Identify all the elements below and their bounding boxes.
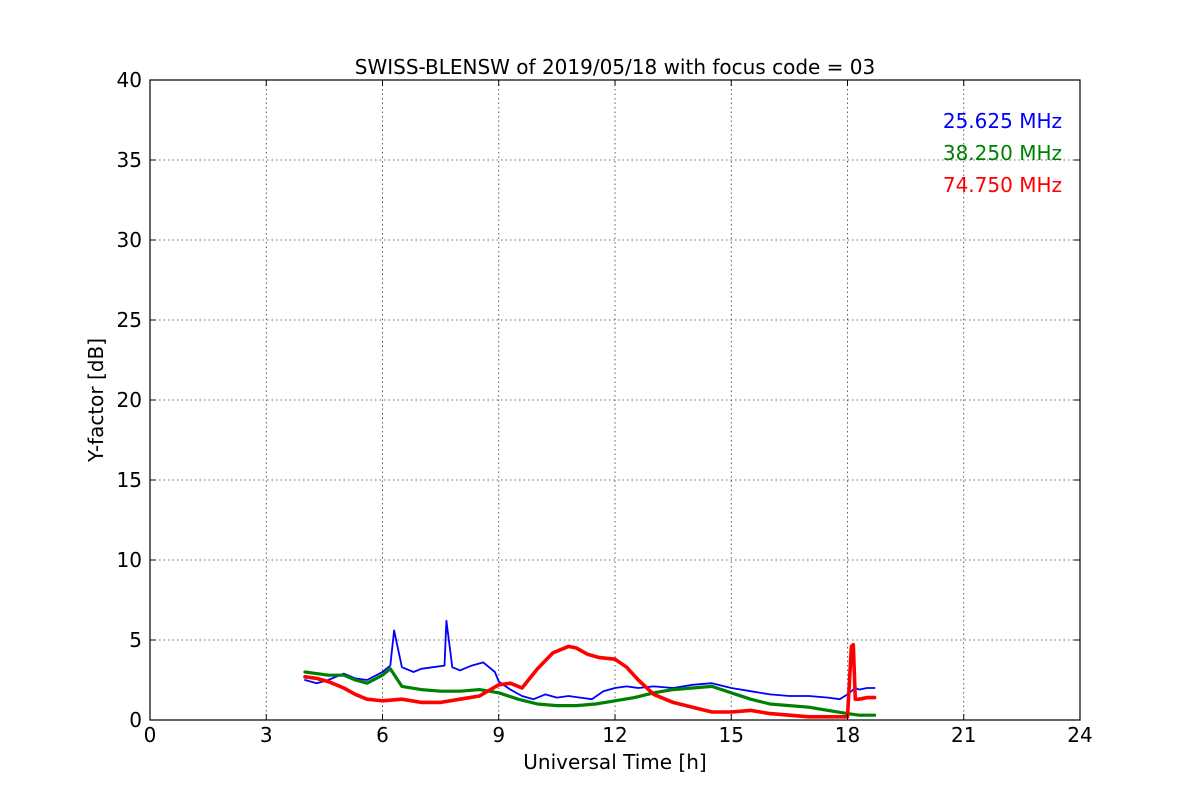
y-tick-label: 5 xyxy=(129,628,142,652)
x-tick-label: 6 xyxy=(376,723,389,747)
y-axis-label: Y-factor [dB] xyxy=(84,338,108,463)
legend: 25.625 MHz 38.250 MHz 74.750 MHz xyxy=(943,109,1062,197)
x-axis-label: Universal Time [h] xyxy=(523,750,706,774)
y-tick-label: 35 xyxy=(117,148,142,172)
x-tick-label: 15 xyxy=(719,723,744,747)
series-layer xyxy=(303,619,877,719)
y-tick-label: 20 xyxy=(117,388,142,412)
y-tick-label: 0 xyxy=(129,708,142,732)
x-tick-label: 0 xyxy=(144,723,157,747)
y-tick-label: 15 xyxy=(117,468,142,492)
y-tick-label: 10 xyxy=(117,548,142,572)
y-tick-label: 30 xyxy=(117,228,142,252)
legend-entry: 25.625 MHz xyxy=(943,109,1062,133)
x-tick-label: 24 xyxy=(1067,723,1092,747)
chart-title: SWISS-BLENSW of 2019/05/18 with focus co… xyxy=(355,55,876,79)
legend-entry: 74.750 MHz xyxy=(943,173,1062,197)
series-line-25-625-mhz xyxy=(304,619,876,701)
x-tick-label: 18 xyxy=(835,723,860,747)
x-tick-label: 21 xyxy=(951,723,976,747)
y-tick-label: 40 xyxy=(117,68,142,92)
x-tick-label: 9 xyxy=(492,723,505,747)
grid-layer xyxy=(150,80,1080,720)
legend-entry: 38.250 MHz xyxy=(943,141,1062,165)
x-tick-label: 3 xyxy=(260,723,273,747)
x-tick-label: 12 xyxy=(602,723,627,747)
ticks-layer: 0 3 6 9 12 15 18 21 24 0 5 10 15 20 25 30 35 40 xyxy=(117,68,1093,747)
y-tick-label: 25 xyxy=(117,308,142,332)
series-line-38-250-mhz xyxy=(303,667,877,717)
series-line-74-750-mhz xyxy=(303,642,877,719)
